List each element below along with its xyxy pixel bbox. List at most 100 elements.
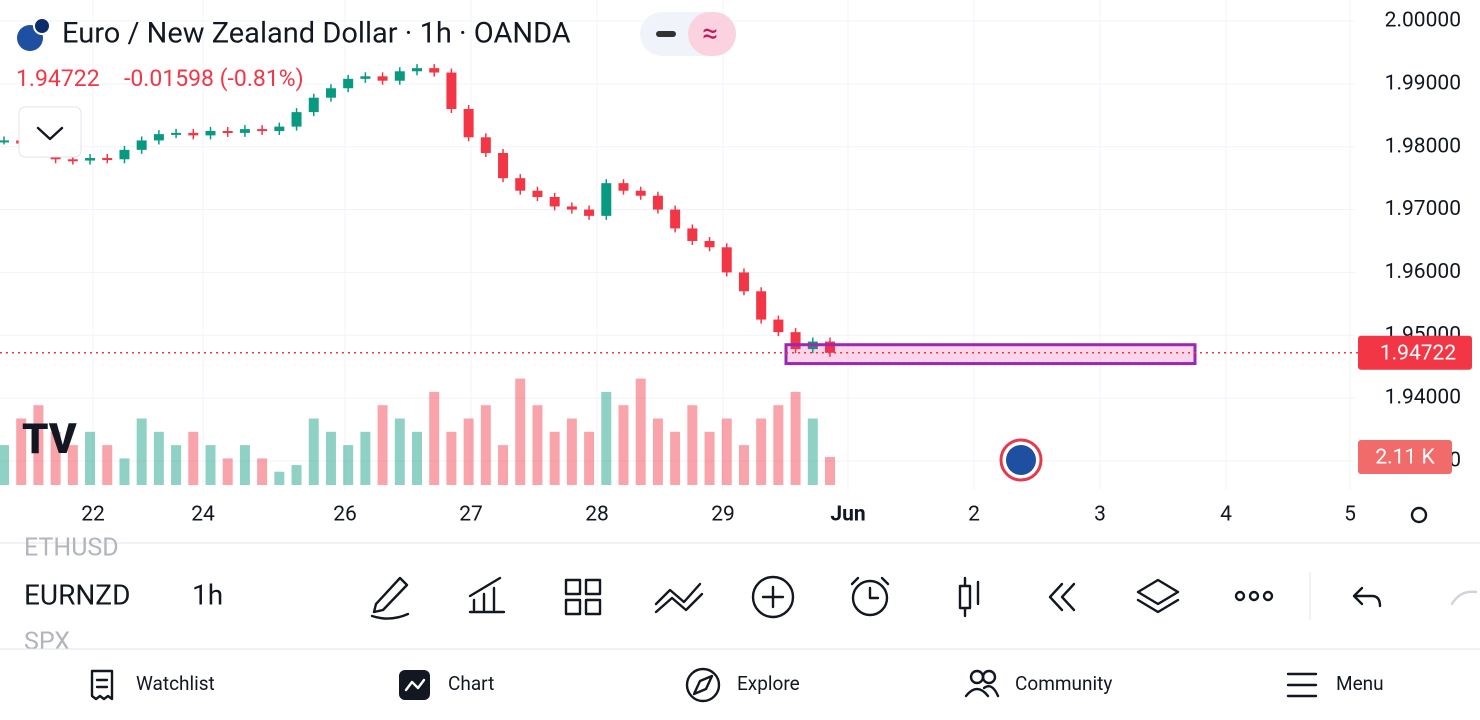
candle-body: [549, 197, 560, 207]
layers-icon[interactable]: [1136, 578, 1180, 614]
volume-bar: [652, 418, 663, 485]
price-badge-label: 1.94722: [1380, 341, 1457, 365]
more-icon[interactable]: [1234, 590, 1246, 602]
nav-item[interactable]: Watchlist: [136, 672, 215, 695]
volume-bar: [222, 458, 233, 485]
nav-item[interactable]: Menu: [1336, 672, 1384, 695]
candle-body: [825, 341, 835, 353]
volume-bar: [635, 378, 646, 485]
volume-bar: [498, 445, 509, 485]
volume-bar: [446, 431, 457, 485]
candle-body: [412, 68, 422, 72]
collapse-button[interactable]: [18, 106, 82, 158]
candle-body: [566, 206, 577, 210]
candle-body: [738, 272, 749, 292]
volume-bar: [825, 456, 835, 485]
date-label: 24: [191, 503, 215, 527]
candle-body: [704, 241, 715, 248]
candle-body: [136, 140, 147, 150]
date-label: 4: [1220, 503, 1232, 527]
chart-type-icon[interactable]: [958, 576, 980, 618]
volume-bar: [790, 391, 801, 485]
menu-icon: [1286, 672, 1318, 698]
delay-icon: ≈: [702, 16, 718, 49]
date-label: 5: [1344, 503, 1356, 527]
volume-bar: [807, 418, 818, 485]
volume-bar: [171, 445, 182, 485]
candle-body: [239, 129, 250, 133]
price-label: 1.98000: [1385, 134, 1461, 158]
candle-body: [790, 332, 801, 350]
volume-bar: [274, 471, 285, 485]
volume-bar: [119, 458, 130, 485]
add-icon[interactable]: [751, 575, 795, 619]
candle-body: [601, 183, 612, 216]
candle-body: [343, 78, 354, 89]
volume-bar: [153, 431, 164, 485]
volume-bar: [291, 465, 302, 485]
candle-body: [257, 129, 268, 132]
volume-bar: [773, 405, 784, 485]
symbol[interactable]: EURNZD: [24, 578, 130, 611]
nav-item[interactable]: Community: [1015, 672, 1112, 695]
indicators-icon[interactable]: [468, 576, 506, 614]
explore-icon: [692, 674, 714, 696]
candle-body: [498, 153, 509, 179]
candle-body: [171, 132, 182, 135]
volume-bar: [618, 405, 629, 485]
undo-icon[interactable]: [1352, 586, 1382, 608]
community-icon: [964, 685, 1000, 698]
compare-icon[interactable]: [654, 582, 704, 614]
volume-bar: [360, 431, 371, 485]
volume-bar: [756, 418, 767, 485]
layout-icon[interactable]: [564, 578, 602, 616]
volume-bar: [429, 391, 440, 485]
date-label: 22: [81, 503, 105, 527]
candle-body: [325, 88, 336, 98]
nav-item[interactable]: Explore: [737, 672, 800, 695]
candle-body: [274, 126, 285, 131]
candle-body: [308, 97, 319, 113]
candle-body: [463, 109, 474, 138]
volume-bar: [463, 418, 474, 485]
price-label: 1.97000: [1385, 197, 1461, 221]
settings-icon[interactable]: [1410, 506, 1428, 524]
candle-body: [721, 247, 732, 273]
volume-bar: [67, 445, 78, 485]
chevron-icon: [36, 126, 64, 141]
draw-icon[interactable]: [370, 576, 410, 620]
alert-icon[interactable]: [851, 579, 889, 617]
date-label: 27: [459, 503, 483, 527]
volume-bar: [601, 391, 612, 485]
volume: [0, 378, 835, 485]
chart-title: Euro / New Zealand Dollar · 1h · OANDA: [62, 17, 571, 51]
interval[interactable]: 1h: [192, 578, 223, 611]
volume-bar: [721, 418, 732, 485]
explore-icon: [685, 667, 721, 703]
time-axis: 22 24 26 27 28 29 Jun 2 3 4 5: [81, 503, 1356, 527]
candle-body: [670, 209, 681, 229]
volume-bar: [239, 445, 250, 485]
status-pill: [688, 12, 736, 56]
symbol[interactable]: SPX: [24, 628, 70, 657]
price-label: 1.99000: [1385, 71, 1461, 95]
price-badge: [1358, 335, 1472, 370]
volume-bar: [205, 445, 216, 485]
redo-icon[interactable]: [1450, 590, 1478, 606]
candle-body: [635, 190, 646, 196]
candle-body: [429, 68, 440, 73]
candle-body: [119, 149, 130, 160]
candle-body: [687, 228, 698, 241]
volume-bar: [515, 378, 526, 485]
candle-body: [480, 137, 491, 153]
volume-bar: [549, 431, 560, 485]
replay-icon[interactable]: [1048, 582, 1076, 612]
logo: TV: [22, 415, 77, 464]
candle-body: [773, 319, 784, 333]
symbol[interactable]: ETHUSD: [24, 534, 119, 563]
volume-bar: [136, 418, 147, 485]
nav-item[interactable]: Chart: [448, 672, 494, 695]
volume-bar: [16, 418, 27, 485]
